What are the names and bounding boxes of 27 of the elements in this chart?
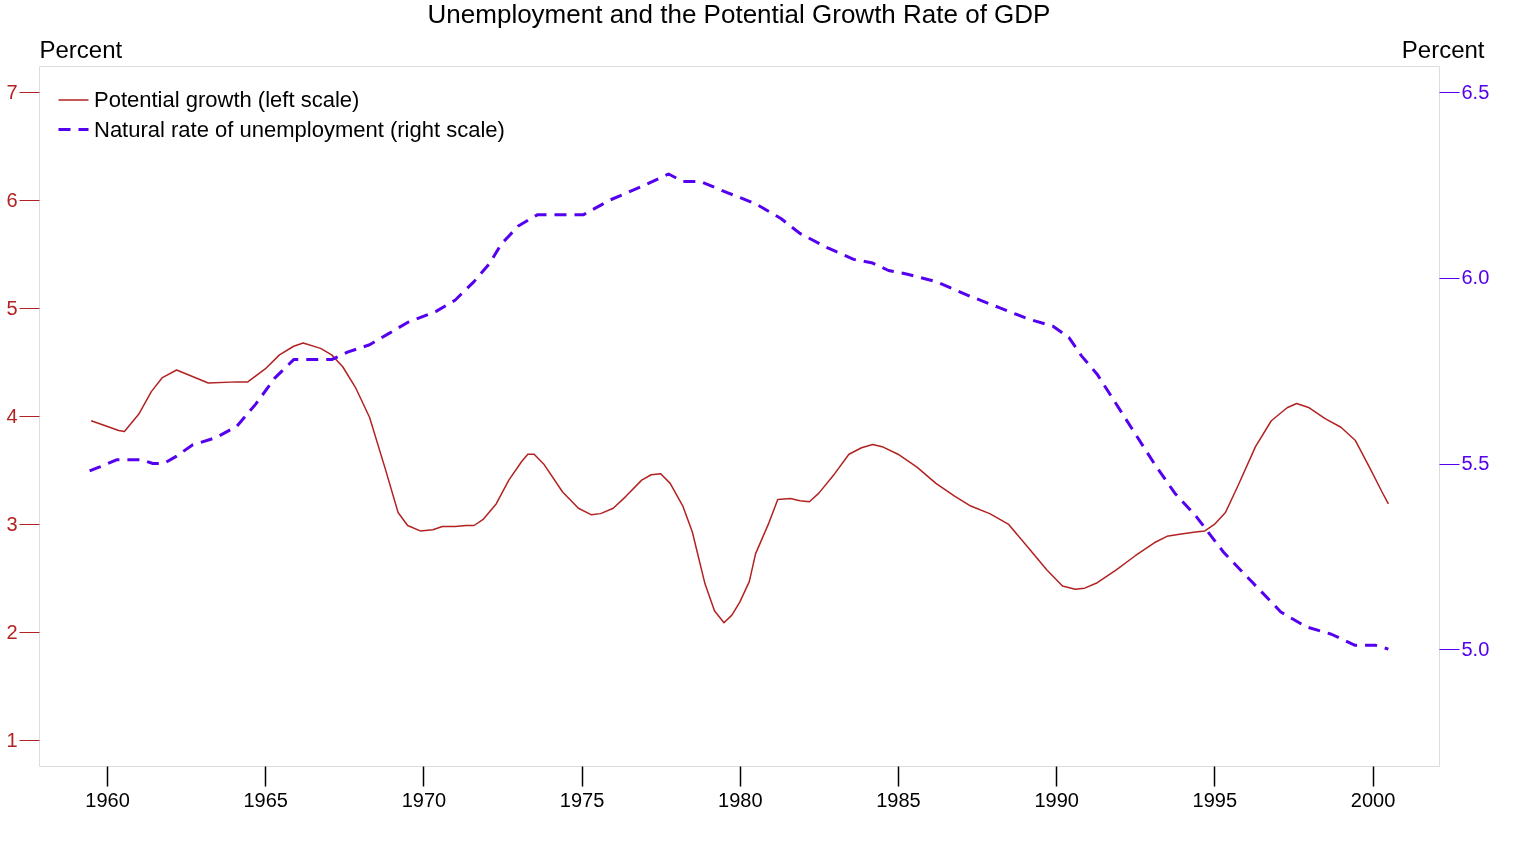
y-tick-label: 1 bbox=[6, 728, 18, 751]
y-tick-label: 4 bbox=[6, 404, 18, 427]
x-tick-label: 1990 bbox=[1034, 788, 1079, 811]
x-tick-label: 1965 bbox=[243, 788, 288, 811]
x-tick-label: 1970 bbox=[401, 788, 447, 811]
x-tick-label: 2000 bbox=[1350, 788, 1396, 811]
line-series bbox=[88, 172, 1390, 651]
legend-label: Potential growth (left scale) bbox=[94, 87, 360, 112]
y2-tick-label: 5.0 bbox=[1461, 637, 1490, 660]
line-series bbox=[90, 342, 1390, 624]
y-tick-label: 2 bbox=[6, 620, 18, 643]
y2-axis-title: Percent bbox=[1401, 35, 1485, 63]
y-tick-label: 5 bbox=[6, 296, 18, 319]
y2-tick-label: 6.5 bbox=[1461, 80, 1490, 103]
y2-tick-label: 6.0 bbox=[1461, 266, 1490, 289]
chart-title: Unemployment and the Potential Growth Rate of GDP bbox=[427, 0, 1051, 29]
y-axis-title: Percent bbox=[39, 35, 123, 63]
x-tick-label: 1995 bbox=[1192, 788, 1238, 811]
x-tick-label: 1960 bbox=[85, 788, 130, 811]
x-tick-label: 1980 bbox=[718, 788, 763, 811]
y-tick-label: 7 bbox=[6, 80, 18, 103]
legend-label: Natural rate of unemployment (right scale) bbox=[94, 116, 505, 142]
y2-tick-label: 5.5 bbox=[1461, 452, 1490, 475]
y-tick-label: 6 bbox=[6, 188, 18, 211]
x-tick-label: 1975 bbox=[559, 788, 605, 811]
y-tick-label: 3 bbox=[6, 512, 18, 535]
x-tick-label: 1985 bbox=[876, 788, 921, 811]
